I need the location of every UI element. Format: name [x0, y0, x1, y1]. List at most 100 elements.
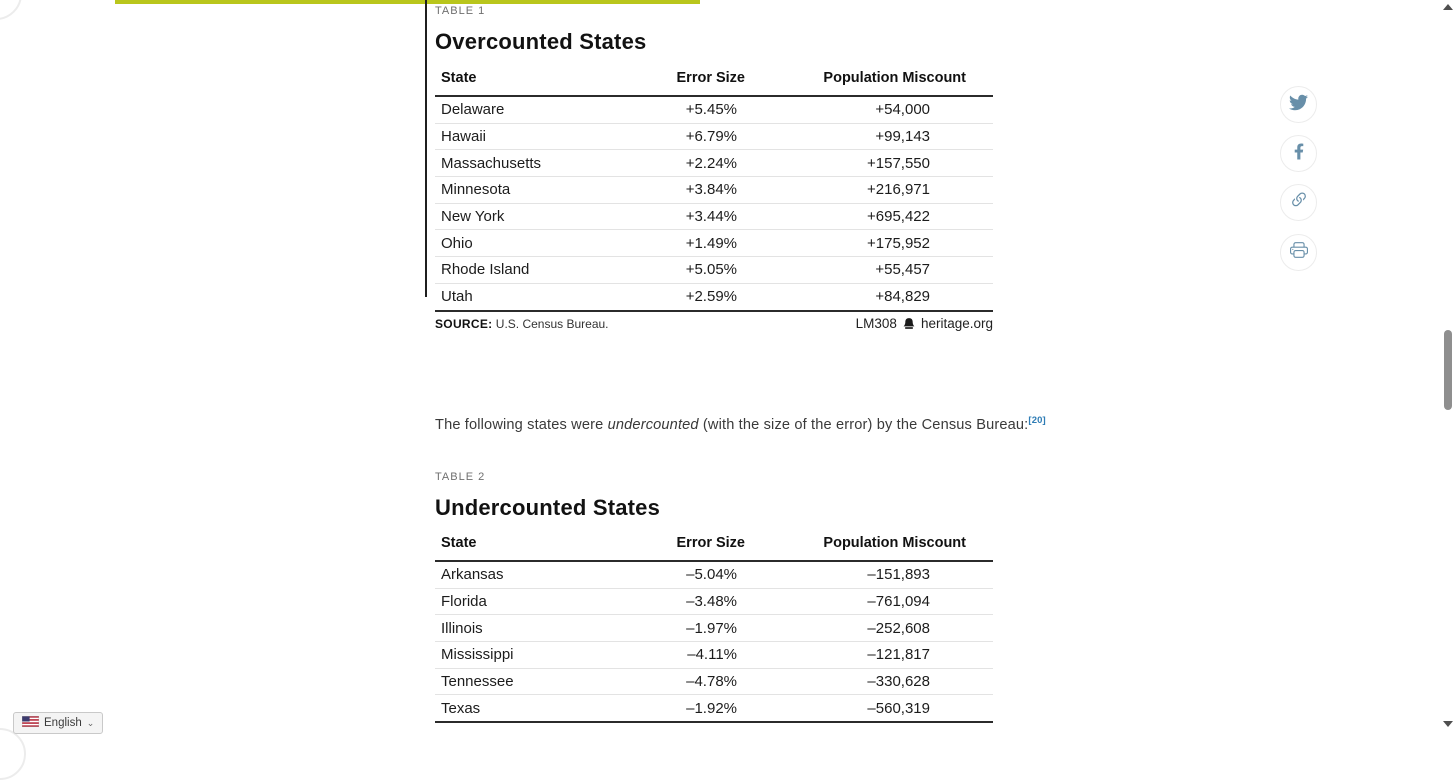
table-cell: Illinois	[435, 614, 635, 643]
table-cell: New York	[435, 203, 635, 231]
table-cell: Minnesota	[435, 176, 635, 204]
table-cell: +1.49%	[635, 229, 745, 258]
table-cell: +54,000	[745, 96, 993, 124]
column-header-population-miscount: Population Miscount	[745, 70, 993, 97]
chevron-down-icon: ⌄	[86, 717, 95, 728]
source-note: SOURCE: U.S. Census Bureau.	[435, 317, 609, 331]
source-label: SOURCE:	[435, 316, 493, 331]
table-cell: +695,422	[745, 203, 993, 231]
paragraph-text: The following states were	[435, 416, 608, 433]
table-row: New York +3.44% +695,422	[435, 203, 993, 231]
link-icon	[1289, 190, 1309, 215]
table-cell: +216,971	[745, 176, 993, 204]
table2-title: Undercounted States	[435, 495, 661, 520]
table-cell: +6.79%	[635, 123, 745, 151]
table-cell: Ohio	[435, 229, 635, 258]
table-cell: Texas	[435, 694, 635, 724]
table-cell: –4.78%	[635, 668, 745, 696]
reading-progress-bar	[115, 0, 700, 4]
table1-eyebrow: TABLE 1	[435, 5, 486, 17]
heritage-bell-icon	[902, 317, 916, 330]
table-cell: Tennessee	[435, 668, 635, 696]
table-cell: Florida	[435, 588, 635, 616]
column-header-population-miscount: Population Miscount	[745, 535, 993, 562]
table-header-row: State Error Size Population Miscount	[435, 70, 993, 97]
table-row: Ohio +1.49% +175,952	[435, 229, 993, 258]
table-row: Arkansas –5.04% –151,893	[435, 561, 993, 589]
table-row: Minnesota +3.84% +216,971	[435, 176, 993, 204]
table-row: Delaware +5.45% +54,000	[435, 96, 993, 124]
language-selector[interactable]: English ⌄	[13, 712, 104, 734]
table-cell: Delaware	[435, 96, 635, 124]
table-row: Texas –1.92% –560,319	[435, 694, 993, 724]
table-row: Illinois –1.97% –252,608	[435, 614, 993, 643]
table-cell: +2.24%	[635, 149, 745, 178]
table-cell: –1.97%	[635, 614, 745, 643]
table-row: Tennessee –4.78% –330,628	[435, 668, 993, 696]
language-label: English	[44, 717, 82, 729]
table-cell: +157,550	[745, 149, 993, 178]
table-cell: –252,608	[745, 614, 993, 643]
scrollbar-thumb[interactable]	[1444, 330, 1452, 410]
source-text: U.S. Census Bureau.	[495, 316, 609, 331]
table-cell: –121,817	[745, 641, 993, 669]
chart-credit: LM308 heritage.org	[856, 316, 993, 331]
table-header-row: State Error Size Population Miscount	[435, 535, 993, 562]
print-icon	[1289, 241, 1308, 264]
paragraph-italic-text: undercounted	[607, 416, 699, 433]
table-row: Mississippi –4.11% –121,817	[435, 641, 993, 669]
footnote-link-20[interactable]: [20]	[1028, 414, 1046, 426]
table-cell: +99,143	[745, 123, 993, 151]
share-print-button[interactable]	[1280, 234, 1317, 271]
table-cell: +3.84%	[635, 176, 745, 204]
table-cell: Hawaii	[435, 123, 635, 151]
table-cell: +84,829	[745, 283, 993, 312]
table-cell: –5.04%	[635, 561, 745, 589]
table-cell: –560,319	[745, 694, 993, 724]
table-cell: –761,094	[745, 588, 993, 616]
scrollbar-up-arrow[interactable]	[1443, 4, 1453, 10]
table1-title: Overcounted States	[435, 29, 647, 54]
table1-source-row: SOURCE: U.S. Census Bureau. LM308 herita…	[435, 316, 993, 331]
body-paragraph: The following states were undercounted (…	[435, 412, 1046, 433]
column-header-error-size: Error Size	[635, 535, 745, 562]
share-twitter-button[interactable]	[1280, 86, 1317, 123]
table-row: Florida –3.48% –761,094	[435, 588, 993, 616]
table-row: Utah +2.59% +84,829	[435, 283, 993, 312]
table-cell: +5.05%	[635, 256, 745, 284]
table-cell: +175,952	[745, 229, 993, 258]
table-cell: +2.59%	[635, 283, 745, 312]
table-cell: –4.11%	[635, 641, 745, 669]
overcounted-states-table: State Error Size Population Miscount Del…	[435, 70, 993, 312]
table-cell: Massachusetts	[435, 149, 635, 178]
heritage-org-link[interactable]: heritage.org	[920, 316, 993, 331]
table-cell: Utah	[435, 283, 635, 312]
undercounted-states-table: State Error Size Population Miscount Ark…	[435, 535, 993, 724]
table-cell: +55,457	[745, 256, 993, 284]
table-row: Massachusetts +2.24% +157,550	[435, 149, 993, 178]
table-cell: Rhode Island	[435, 256, 635, 284]
share-copy-link-button[interactable]	[1280, 184, 1317, 221]
table-cell: +5.45%	[635, 96, 745, 124]
table-cell: –330,628	[745, 668, 993, 696]
facebook-icon	[1294, 142, 1304, 166]
paragraph-text: (with the size of the error) by the Cens…	[698, 416, 1029, 433]
table-cell: Mississippi	[435, 641, 635, 669]
table2-eyebrow: TABLE 2	[435, 471, 486, 483]
table-cell: –3.48%	[635, 588, 745, 616]
table-cell: Arkansas	[435, 561, 635, 589]
decorative-circle	[0, 728, 26, 780]
scrollbar-down-arrow[interactable]	[1443, 721, 1453, 727]
us-flag-icon	[21, 714, 40, 732]
share-facebook-button[interactable]	[1280, 135, 1317, 172]
table-cell: +3.44%	[635, 203, 745, 231]
decorative-circle	[0, 0, 22, 20]
table-row: Hawaii +6.79% +99,143	[435, 123, 993, 151]
table-row: Rhode Island +5.05% +55,457	[435, 256, 993, 284]
table-cell: –1.92%	[635, 694, 745, 724]
twitter-icon	[1289, 93, 1308, 117]
chart-code: LM308	[855, 316, 897, 331]
table-cell: –151,893	[745, 561, 993, 589]
column-header-state: State	[435, 535, 635, 562]
column-header-state: State	[435, 70, 635, 97]
